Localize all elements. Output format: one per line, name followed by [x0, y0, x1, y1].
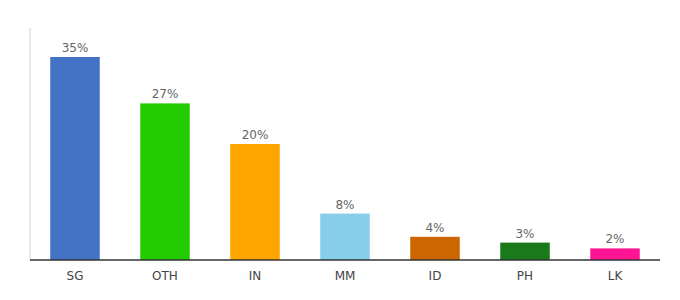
x-tick-labels: SG OTH IN MM ID PH LK: [67, 269, 624, 283]
bar: [320, 214, 370, 260]
x-tick-label: ID: [429, 269, 442, 283]
x-axis-line: [30, 259, 660, 261]
data-labels: 35% 27% 20% 8% 4% 3% 2%: [62, 41, 625, 246]
bar: [590, 248, 640, 260]
x-tick-label: SG: [67, 269, 84, 283]
data-label: 35%: [62, 41, 89, 55]
x-tick-label: IN: [249, 269, 262, 283]
data-label: 3%: [515, 227, 534, 241]
data-label: 4%: [425, 221, 444, 235]
x-tick-label: OTH: [152, 269, 178, 283]
bar: [410, 237, 460, 260]
x-tick-label: MM: [335, 269, 356, 283]
chart: 35% 27% 20% 8% 4% 3% 2% SG OTH IN MM ID PH LK: [0, 0, 680, 300]
data-label: 2%: [605, 232, 624, 246]
data-label: 8%: [335, 198, 354, 212]
x-tick-label: PH: [517, 269, 533, 283]
bar: [500, 243, 550, 260]
bar: [140, 103, 190, 260]
chart-container: 35% 27% 20% 8% 4% 3% 2% SG OTH IN MM ID PH LK: [0, 0, 680, 300]
y-axis-line: [30, 28, 31, 260]
bar: [50, 57, 100, 260]
bars: [50, 57, 640, 260]
bar: [230, 144, 280, 260]
x-tick-label: LK: [608, 269, 624, 283]
data-label: 20%: [242, 128, 269, 142]
data-label: 27%: [152, 87, 179, 101]
